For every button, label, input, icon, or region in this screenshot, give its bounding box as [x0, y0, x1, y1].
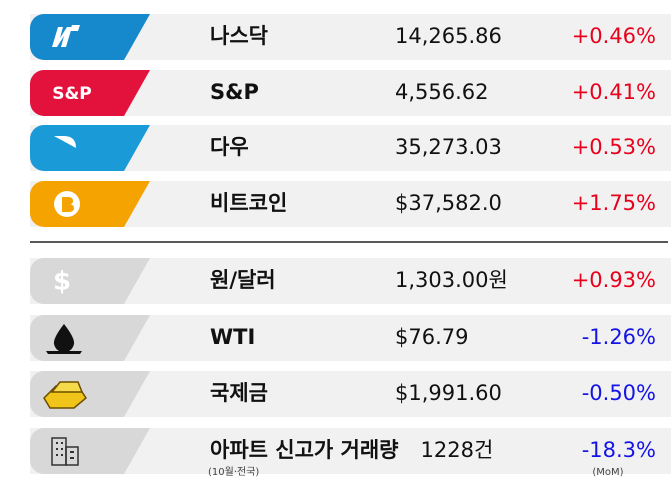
row-name: 원/달러	[210, 268, 276, 292]
icon-pill	[30, 258, 150, 304]
nasdaq-logo	[52, 25, 80, 47]
row-value: 14,265.86	[395, 24, 502, 48]
row-name: WTI	[210, 325, 255, 349]
row-value: $1,991.60	[395, 381, 502, 405]
row-value: 4,556.62	[395, 80, 489, 104]
row-value: $37,582.0	[395, 191, 502, 215]
icon-pill	[30, 181, 150, 227]
row-name: 아파트 신고가 거래량	[210, 438, 399, 462]
row-name: 국제금	[210, 381, 268, 405]
row-change: +0.41%	[572, 80, 656, 104]
row-value: 1,303.00원	[395, 268, 508, 292]
row-name: S&P	[210, 80, 259, 104]
gold-bar-top	[50, 381, 84, 393]
row-value: $76.79	[395, 325, 468, 349]
row-note: (10월·전국)	[208, 466, 259, 478]
icon-label: $	[53, 267, 71, 297]
row-name: 다우	[210, 135, 249, 159]
row-change: -0.50%	[582, 381, 656, 405]
building	[65, 446, 79, 466]
windows	[56, 442, 74, 459]
icon-label: S&P	[52, 84, 92, 104]
bitcoin-b	[62, 197, 74, 212]
dow-logo	[54, 136, 76, 148]
row-change: -1.26%	[582, 325, 656, 349]
row-change: +0.53%	[572, 135, 656, 159]
row-change: +0.93%	[572, 268, 656, 292]
row-value: 35,273.03	[395, 135, 502, 159]
icon-pill	[30, 70, 150, 116]
icon-pill	[30, 428, 150, 474]
change-note: (MoM)	[592, 467, 623, 478]
oil-drop	[46, 324, 82, 354]
row-name: 나스닥	[210, 24, 268, 48]
row-change: +0.46%	[572, 24, 656, 48]
icon-pill	[30, 14, 150, 60]
row-change: -18.3%	[582, 438, 656, 462]
row-change: +1.75%	[572, 191, 656, 215]
row-value: 1228건	[421, 438, 494, 462]
row-name: 비트코인	[210, 191, 287, 215]
